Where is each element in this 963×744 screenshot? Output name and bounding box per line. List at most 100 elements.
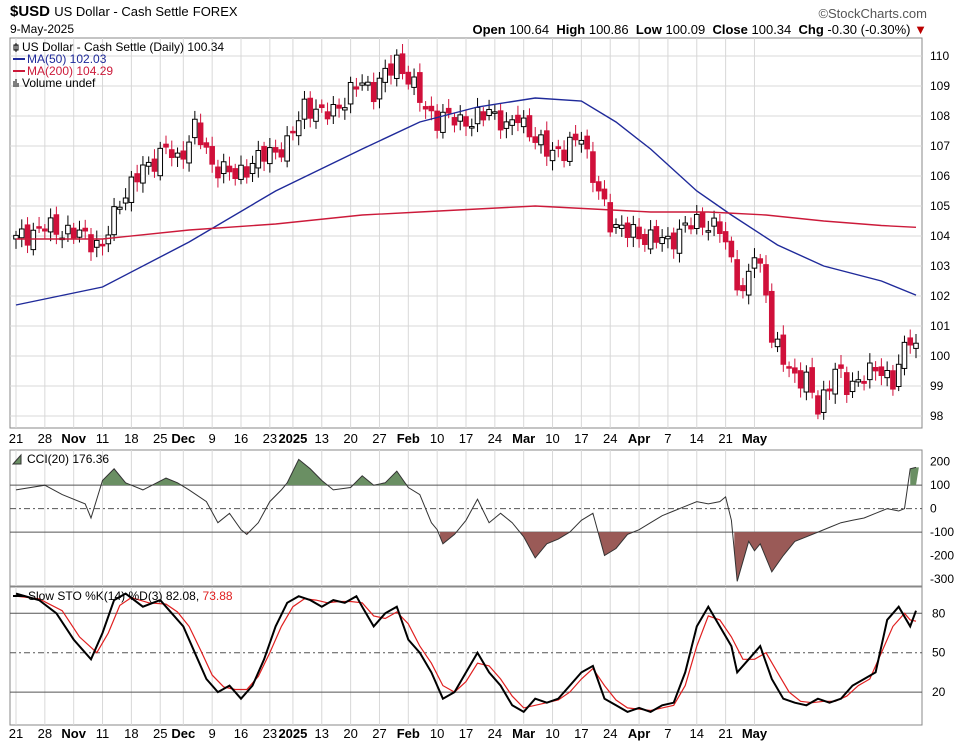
candle-body	[53, 214, 60, 235]
x-tick-label: 23	[263, 431, 277, 446]
chart-date: 9-May-2025	[10, 22, 75, 36]
candle-body	[832, 368, 839, 395]
high-label: High	[556, 22, 586, 37]
price-tick-label: 108	[930, 109, 950, 123]
candle-body	[763, 264, 769, 296]
candle-body	[313, 108, 319, 122]
candle-body	[330, 104, 337, 117]
candle-body	[468, 126, 475, 129]
candle-body	[503, 121, 510, 129]
candle-body	[249, 162, 256, 175]
candle-body	[93, 239, 100, 248]
candle-body	[907, 337, 914, 346]
candle-body	[543, 130, 550, 157]
candle-body	[780, 334, 787, 365]
candle-body	[457, 114, 464, 122]
low-value: 100.09	[665, 22, 706, 37]
candle-body	[653, 226, 660, 243]
symbol-name: US Dollar - Cash Settle	[54, 4, 189, 19]
candle-body	[255, 150, 262, 169]
legend-label: MA(200) 104.29	[27, 64, 113, 78]
x-tick-label: 16	[234, 431, 248, 446]
candle-body	[532, 136, 539, 143]
candle-body	[722, 231, 729, 243]
candle-body	[445, 107, 452, 114]
cci-label: CCI(20) 176.36	[27, 452, 109, 466]
candle-body	[711, 217, 717, 227]
candle-body	[151, 158, 158, 172]
chg-value: -0.30 (-0.30%)	[827, 22, 911, 37]
candle-body	[232, 168, 239, 179]
candle-body	[399, 53, 406, 75]
legend-label: Volume undef	[22, 76, 96, 90]
price-panel: 9899100101102103104105106107108109110US …	[9, 37, 950, 446]
sto-panel: 20 50 80 Slow STO %K(14) %D(3) 82.08, 73.88…	[9, 586, 946, 741]
candle-body	[676, 228, 683, 254]
x-tick-label: 2025	[278, 431, 307, 446]
candle-body	[578, 139, 585, 145]
x-tick-label: May	[742, 431, 768, 446]
open-label: Open	[472, 22, 506, 37]
cci-tick-label: -200	[930, 549, 954, 563]
x-tick-label: Mar	[512, 431, 535, 446]
exchange: FOREX	[192, 4, 238, 19]
candle-body	[128, 176, 135, 203]
x-tick-label: 9	[209, 431, 216, 446]
candle-body	[405, 71, 412, 85]
candle-body	[809, 367, 815, 393]
candle-body	[659, 237, 665, 245]
candle-body	[388, 63, 394, 76]
cci-panel: -300 -200 -100 0 100 200 CCI(20) 176.36	[9, 449, 954, 587]
x-tick-label: 24	[488, 431, 502, 446]
candle-body	[42, 228, 48, 232]
price-tick-label: 100	[930, 349, 950, 363]
chg-label: Chg	[798, 22, 824, 37]
cci-tick-label: 200	[930, 455, 950, 469]
price-tick-label: 103	[930, 259, 950, 273]
x-tick-label: Nov	[61, 726, 86, 741]
candle-body	[717, 221, 723, 235]
candle-body	[324, 111, 331, 120]
candle-body	[168, 149, 175, 159]
candle-body	[768, 290, 775, 343]
candle-body	[618, 224, 625, 229]
candle-body	[267, 147, 273, 165]
candle-body	[428, 105, 435, 112]
candle-body	[192, 118, 198, 139]
candle-body	[47, 217, 54, 233]
x-tick-label: 13	[315, 726, 329, 741]
symbol: $USD	[10, 3, 51, 20]
candle-body	[440, 111, 446, 133]
x-tick-label: 13	[315, 431, 329, 446]
x-tick-label: 27	[372, 726, 386, 741]
x-tick-label: Nov	[61, 431, 86, 446]
candle-body	[561, 149, 567, 162]
candle-body	[347, 81, 354, 105]
brand-link[interactable]: ©StockCharts.com	[818, 6, 927, 21]
candle-body	[913, 342, 919, 349]
candle-body	[584, 135, 590, 150]
x-tick-label: 21	[718, 726, 732, 741]
candle-body	[65, 224, 71, 235]
x-tick-label: 7	[664, 726, 671, 741]
candle-body	[272, 147, 279, 153]
x-tick-label: 20	[343, 726, 357, 741]
x-tick-label: 2025	[278, 726, 307, 741]
price-tick-label: 101	[930, 319, 950, 333]
candle-body	[295, 120, 302, 137]
candle-body	[318, 104, 325, 109]
candle-icon	[13, 43, 19, 52]
x-tick-label: 17	[574, 726, 588, 741]
price-tick-label: 104	[930, 229, 950, 243]
candle-body	[884, 370, 890, 379]
candle-body	[451, 117, 458, 126]
cci-tick-label: -300	[930, 572, 954, 586]
candle-body	[197, 122, 204, 146]
price-tick-label: 107	[930, 139, 950, 153]
candle-body	[36, 226, 42, 229]
candle-body	[18, 228, 25, 239]
x-tick-label: 18	[124, 726, 138, 741]
candle-body	[117, 206, 123, 210]
x-tick-label: 9	[209, 726, 216, 741]
